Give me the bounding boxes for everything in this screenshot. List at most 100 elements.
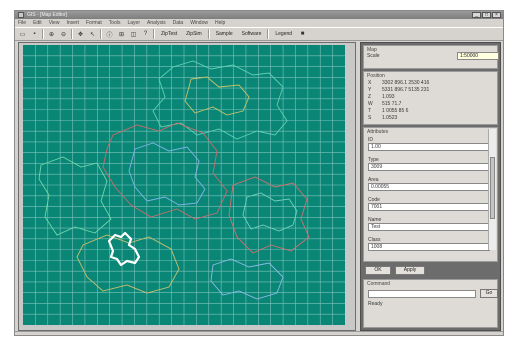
info-key: Y xyxy=(368,87,372,93)
info-key: T xyxy=(368,108,372,114)
attribute-field: Name Test xyxy=(368,217,490,231)
menu-format[interactable]: Format xyxy=(85,20,102,26)
scale-label: Scale xyxy=(367,53,380,59)
field-input[interactable]: 1.00 xyxy=(368,143,490,151)
menu-edit[interactable]: Edit xyxy=(33,20,42,26)
properties-panel: Map Scale 1:50000 Position X 3302 896.1 2… xyxy=(360,42,501,331)
menu-layer[interactable]: Layer xyxy=(127,20,140,26)
scale-select[interactable]: 1:50000 xyxy=(457,52,499,60)
buffer-icon[interactable]: ◫ xyxy=(130,31,137,38)
field-label: ID xyxy=(368,137,373,143)
open-icon[interactable]: ▭ xyxy=(19,31,26,38)
map-canvas[interactable] xyxy=(23,45,345,325)
legend-button[interactable]: Legend xyxy=(275,31,293,37)
info-row-z: Z 1.093 xyxy=(368,94,498,100)
polygon-cluster-east-inner xyxy=(242,192,298,232)
zoom-in-icon[interactable]: ⊕ xyxy=(48,31,55,38)
field-label: Area xyxy=(368,177,379,183)
info-key: Z xyxy=(368,94,372,100)
menu-bar: File Edit View Insert Format Tools Layer… xyxy=(15,19,503,27)
measure-icon[interactable]: ⊞ xyxy=(118,31,125,38)
position-info-group: Position X 3302 896.1 2530 416 Y 5331 896.… xyxy=(363,71,498,125)
field-label: Type xyxy=(368,157,379,163)
menu-view[interactable]: View xyxy=(48,20,60,26)
info-row-y: Y 5331 896.7 5135 231 xyxy=(368,87,498,93)
command-input[interactable] xyxy=(368,290,476,298)
pan-icon[interactable]: ✥ xyxy=(77,31,84,38)
toolbar-separator xyxy=(42,29,44,39)
polygon-cluster-center xyxy=(102,122,228,220)
menu-help[interactable]: Help xyxy=(214,20,226,26)
save-icon[interactable]: ▪ xyxy=(33,31,36,37)
menu-tools[interactable]: Tools xyxy=(108,20,121,26)
field-label: Name xyxy=(368,217,382,223)
info-key: S xyxy=(368,115,372,121)
attributes-scrollbar[interactable] xyxy=(488,129,496,250)
info-icon[interactable]: ⓘ xyxy=(106,32,113,39)
info-value: 5331 896.7 5135 231 xyxy=(382,87,430,93)
toolbar-separator xyxy=(207,29,210,39)
apply-button[interactable]: Apply xyxy=(395,266,425,275)
menu-insert[interactable]: Insert xyxy=(66,20,79,26)
toolbar-separator xyxy=(153,29,155,39)
attribute-field: Code 7001 xyxy=(368,197,490,211)
polygon-cluster-north xyxy=(152,60,288,140)
maximize-button[interactable]: □ xyxy=(482,12,491,18)
polygon-cluster-southeast xyxy=(210,258,284,300)
software-button[interactable]: Software xyxy=(241,31,262,37)
field-input[interactable]: 0.00055 xyxy=(368,183,490,191)
menu-window[interactable]: Window xyxy=(190,20,208,26)
polygon-cluster-center-inner xyxy=(128,142,206,206)
ziptest-button[interactable]: ZipTest xyxy=(161,31,178,37)
command-group: Command Go Ready xyxy=(363,279,498,328)
attribute-field: Type 3009 xyxy=(368,157,490,171)
field-label: Class xyxy=(368,237,381,243)
menu-analysis[interactable]: Analysis xyxy=(147,20,166,26)
scrollbar-thumb[interactable] xyxy=(490,157,495,219)
field-input[interactable]: 3009 xyxy=(368,163,490,171)
attribute-field: Class 1008 xyxy=(368,237,490,251)
field-input[interactable]: 7001 xyxy=(368,203,490,211)
menu-data[interactable]: Data xyxy=(172,20,184,26)
info-value: 1 0055 85 6 xyxy=(382,108,409,114)
polygon-cluster-east xyxy=(228,176,310,254)
info-row-t: T 1 0055 85 6 xyxy=(368,108,498,114)
attribute-field: Area 0.00055 xyxy=(368,177,490,191)
close-button[interactable]: × xyxy=(492,12,501,18)
status-bar xyxy=(15,331,503,336)
zipsim-button[interactable]: ZipSim xyxy=(186,31,202,37)
field-input[interactable]: 1008 xyxy=(368,243,490,251)
attributes-group: Attributes ID 1.00 Type 3009 Area 0.0005… xyxy=(363,127,498,262)
select-icon[interactable]: ↖ xyxy=(89,31,96,38)
info-row-w: W 515 71.7 xyxy=(368,101,498,107)
command-go-button[interactable]: Go xyxy=(480,289,498,298)
status-text: Ready xyxy=(368,301,383,307)
query-icon[interactable]: ? xyxy=(143,31,148,37)
toolbar: ▭ ▪ ⊕ ⊖ ✥ ↖ ⓘ ⊞ ◫ ? ZipTest ZipSim Sampl… xyxy=(15,27,503,41)
info-value: 3302 896.1 2530 416 xyxy=(382,80,430,86)
minimize-button[interactable]: _ xyxy=(472,12,481,18)
polygon-layer xyxy=(38,60,310,300)
info-row-x: X 3302 896.1 2530 416 xyxy=(368,80,498,86)
map-grid xyxy=(23,45,345,325)
zoom-out-icon[interactable]: ⊖ xyxy=(60,31,67,38)
app-icon xyxy=(18,12,24,18)
info-key: X xyxy=(368,80,372,86)
ok-button[interactable]: OK xyxy=(365,266,391,275)
info-value: 1.0523 xyxy=(382,115,398,121)
polygon-cluster-north-inner xyxy=(184,76,250,116)
menu-file[interactable]: File xyxy=(18,20,27,26)
sample-button[interactable]: Sample xyxy=(215,31,233,37)
info-row-s: S 1.0523 xyxy=(368,115,498,121)
scale-group: Map Scale 1:50000 xyxy=(363,45,499,69)
toolbar-separator xyxy=(71,29,73,39)
info-value: 1.093 xyxy=(382,94,395,100)
application-window: GIS - [Map Editor] _ □ × File Edit View … xyxy=(14,10,504,336)
attributes-title: Attributes xyxy=(367,129,389,135)
window-title: GIS - [Map Editor] xyxy=(27,12,68,18)
exit-icon[interactable]: ■ xyxy=(300,31,305,37)
selected-polygon[interactable] xyxy=(107,231,141,267)
field-input[interactable]: Test xyxy=(368,223,490,231)
position-info-title: Position xyxy=(367,73,385,79)
info-value: 515 71.7 xyxy=(382,101,402,107)
